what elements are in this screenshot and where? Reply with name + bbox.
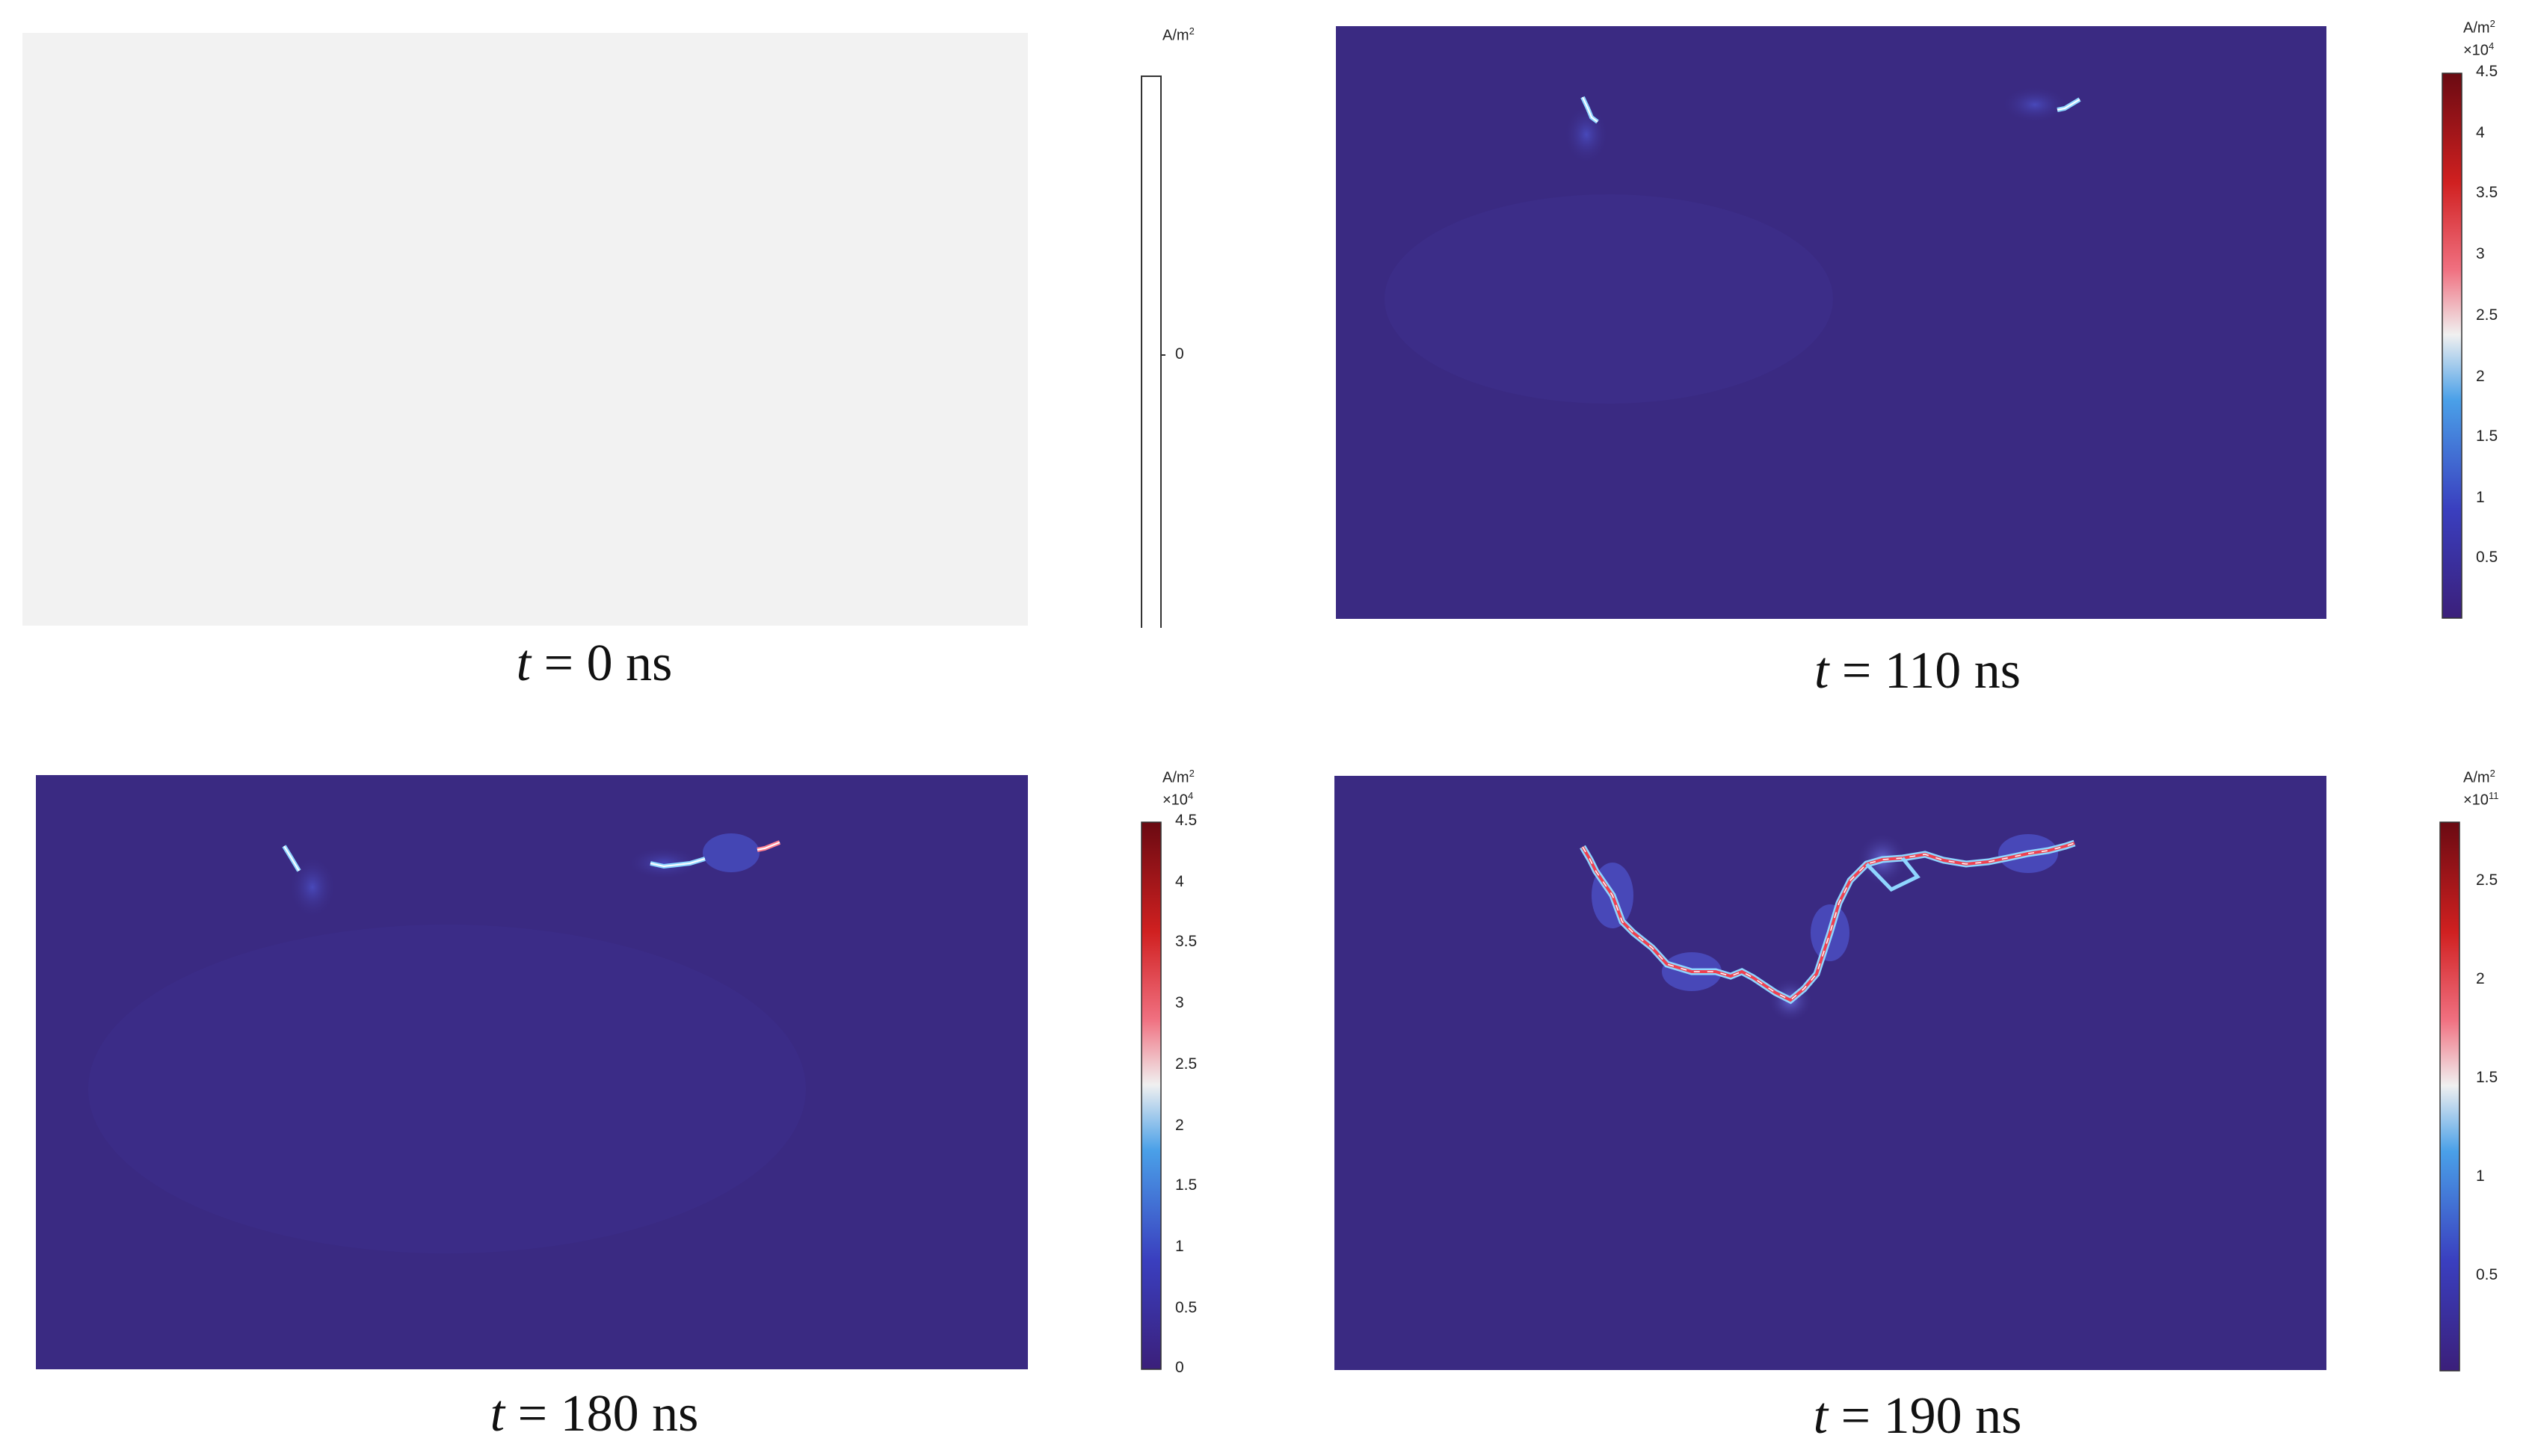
colorbar-tick-t190: 2.5 — [2476, 872, 2498, 889]
colorbar-tick-t110: 3.5 — [2476, 184, 2498, 201]
colorbar-tick-t180: 1.5 — [1175, 1176, 1198, 1194]
colorbar-tick-t110: 1 — [2476, 489, 2485, 506]
colorbar-multiplier-t110: ×104 — [2463, 40, 2495, 59]
colorbar-unit-t180: A/m2 — [1162, 768, 1195, 786]
colorbar-tick-t110: 0.5 — [2476, 549, 2498, 566]
discharge-branch — [1865, 857, 1920, 892]
colorbar-tick-t190: 0.5 — [2476, 1266, 2498, 1283]
caption-t180: t = 180 ns — [490, 1385, 699, 1443]
field-plot-t180 — [36, 775, 1028, 1369]
colorbar-t0 — [1141, 75, 1165, 628]
colorbar-t110 — [2442, 73, 2462, 619]
colorbar-tick-t180: 2.5 — [1175, 1055, 1198, 1073]
colorbar-tick-t180: 4 — [1175, 873, 1184, 890]
colorbar-tick-t180: 3 — [1175, 994, 1184, 1011]
colorbar-tick-t180: 3.5 — [1175, 933, 1198, 950]
field-plot-t0 — [22, 33, 1028, 626]
colorbar-tick-t0: 0 — [1175, 345, 1184, 363]
field-plot-t110 — [1336, 26, 2326, 619]
colorbar-tick-t110: 2 — [2476, 368, 2485, 385]
colorbar-tick-t110: 3 — [2476, 245, 2485, 262]
colorbar-multiplier-t190: ×1011 — [2463, 790, 2499, 809]
colorbar-multiplier-t180: ×104 — [1162, 790, 1194, 809]
field-background — [1334, 776, 2326, 1370]
colorbar-tick-t110: 2.5 — [2476, 306, 2498, 324]
colorbar-unit-t110: A/m2 — [2463, 18, 2495, 37]
colorbar-tick-max-t110: 4.5 — [2476, 63, 2498, 80]
field-plot-t190 — [1334, 776, 2326, 1370]
colorbar-unit-t190: A/m2 — [2463, 768, 2495, 786]
colorbar-tick-t180: 0 — [1175, 1359, 1184, 1376]
colorbar-t190 — [2439, 821, 2460, 1372]
caption-t110: t = 110 ns — [1814, 642, 2021, 700]
colorbar-t180 — [1141, 821, 1162, 1370]
caption-t0: t = 0 ns — [516, 635, 673, 692]
field-background — [36, 775, 1028, 1369]
caption-t190: t = 190 ns — [1813, 1387, 2022, 1445]
colorbar-unit-t0: A/m2 — [1162, 25, 1195, 44]
colorbar-tick-max-t180: 4.5 — [1175, 812, 1198, 829]
colorbar-tick-t180: 2 — [1175, 1117, 1184, 1134]
colorbar-tick-t180: 1 — [1175, 1238, 1184, 1255]
colorbar-tick-t190: 2 — [2476, 970, 2485, 987]
colorbar-tick-t190: 1.5 — [2476, 1069, 2498, 1086]
colorbar-tick-t110: 1.5 — [2476, 428, 2498, 445]
colorbar-tick-t190: 1 — [2476, 1167, 2485, 1185]
colorbar-tick-t180: 0.5 — [1175, 1299, 1198, 1316]
colorbar-tick-t110: 4 — [2476, 124, 2485, 141]
